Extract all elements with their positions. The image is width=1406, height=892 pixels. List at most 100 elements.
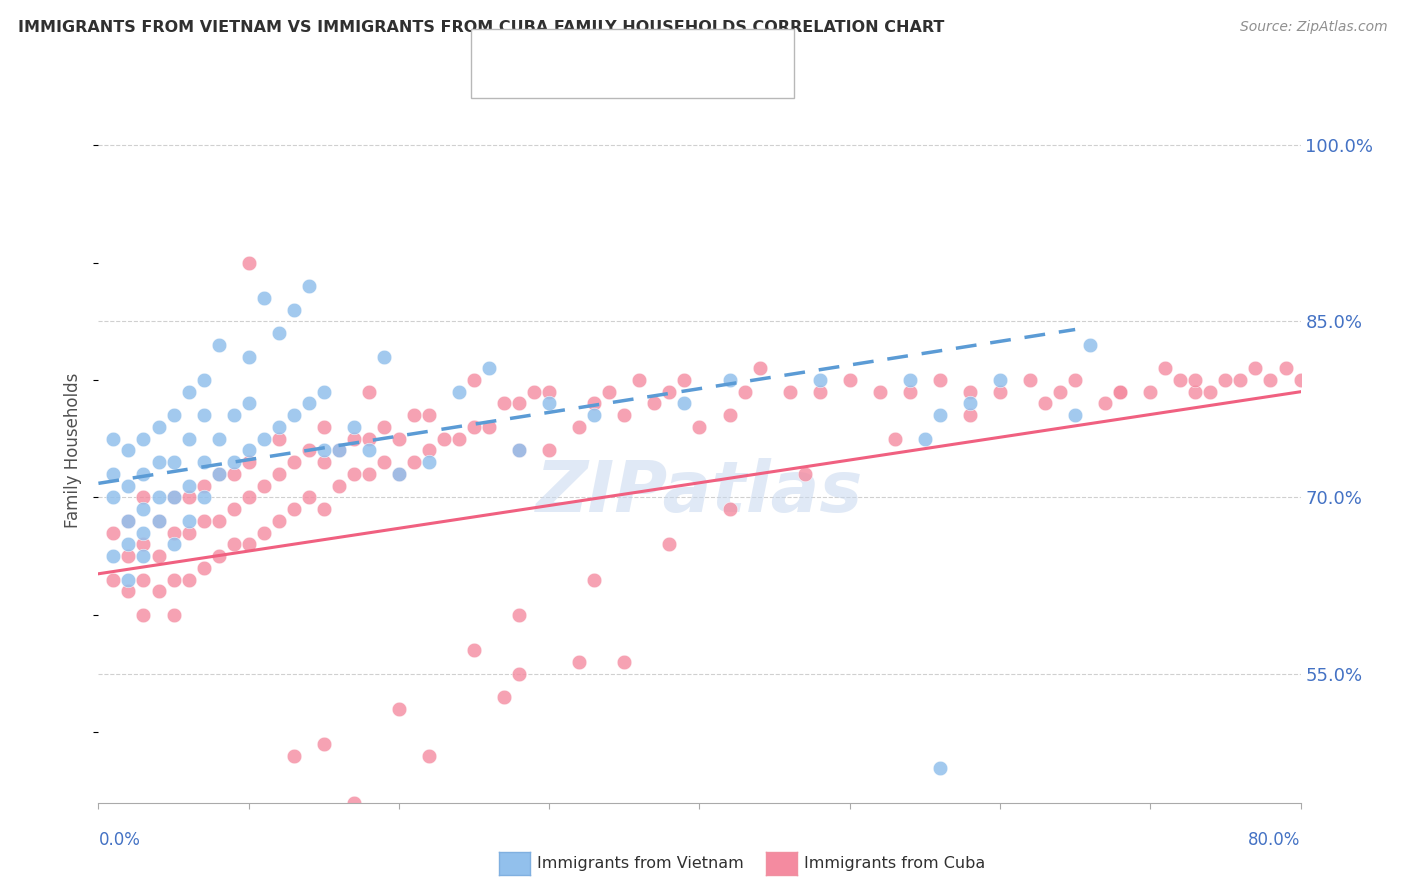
Point <box>538 384 561 399</box>
Point <box>568 420 591 434</box>
Point <box>148 549 170 564</box>
Point <box>208 467 231 481</box>
Point <box>177 573 200 587</box>
Point <box>283 502 305 516</box>
Point <box>418 455 440 469</box>
Point <box>418 443 440 458</box>
Point <box>898 384 921 399</box>
Point <box>267 432 290 446</box>
Point <box>1019 373 1042 387</box>
Text: 0.0%: 0.0% <box>98 831 141 849</box>
Point <box>388 432 411 446</box>
Point <box>177 525 200 540</box>
Point <box>103 491 125 505</box>
Point <box>1094 396 1116 410</box>
Point <box>494 396 516 410</box>
Point <box>1139 384 1161 399</box>
Point <box>418 409 440 423</box>
Point <box>117 514 139 528</box>
Text: Immigrants from Cuba: Immigrants from Cuba <box>804 856 986 871</box>
Point <box>373 455 395 469</box>
Point <box>162 455 184 469</box>
Point <box>1064 409 1087 423</box>
Point <box>463 420 485 434</box>
Text: 125: 125 <box>676 69 717 88</box>
Text: Immigrants from Vietnam: Immigrants from Vietnam <box>537 856 744 871</box>
Point <box>208 514 231 528</box>
Point <box>177 514 200 528</box>
Point <box>312 420 335 434</box>
Point <box>132 467 155 481</box>
Point <box>343 796 366 810</box>
Point <box>162 573 184 587</box>
Point <box>1184 373 1206 387</box>
Point <box>238 350 260 364</box>
Point <box>298 279 321 293</box>
Point <box>583 409 606 423</box>
Point <box>132 549 155 564</box>
Point <box>914 432 936 446</box>
Point <box>898 373 921 387</box>
Point <box>988 384 1011 399</box>
Point <box>148 491 170 505</box>
Point <box>658 537 681 551</box>
Point <box>1109 384 1132 399</box>
Point <box>373 420 395 434</box>
Point <box>193 455 215 469</box>
Point <box>357 467 380 481</box>
Point <box>222 467 245 481</box>
Point <box>433 432 456 446</box>
Point <box>103 549 125 564</box>
Point <box>447 432 470 446</box>
Point <box>162 525 184 540</box>
Point <box>598 384 620 399</box>
Point <box>222 409 245 423</box>
Point <box>343 467 366 481</box>
Point <box>808 373 831 387</box>
Point <box>283 302 305 317</box>
Point <box>673 396 696 410</box>
Point <box>103 525 125 540</box>
Point <box>1154 361 1177 376</box>
Point <box>267 514 290 528</box>
Point <box>357 384 380 399</box>
Point <box>177 479 200 493</box>
Point <box>177 384 200 399</box>
Point <box>117 549 139 564</box>
Point <box>148 514 170 528</box>
Point <box>718 373 741 387</box>
Point <box>988 373 1011 387</box>
Point <box>238 455 260 469</box>
Text: ZIPatlas: ZIPatlas <box>536 458 863 527</box>
Point <box>343 420 366 434</box>
Text: N =: N = <box>647 70 686 87</box>
Point <box>177 432 200 446</box>
Point <box>238 255 260 269</box>
Point <box>959 396 981 410</box>
Text: R = 0.319: R = 0.319 <box>526 70 624 87</box>
Point <box>117 479 139 493</box>
Point <box>883 432 905 446</box>
Point <box>162 491 184 505</box>
Point <box>193 491 215 505</box>
Point <box>162 537 184 551</box>
Point <box>748 361 770 376</box>
Point <box>117 584 139 599</box>
Point <box>388 467 411 481</box>
Point <box>643 396 665 410</box>
Point <box>508 443 530 458</box>
Text: N =: N = <box>647 47 686 65</box>
Point <box>343 432 366 446</box>
Point <box>132 502 155 516</box>
Point <box>1229 373 1251 387</box>
Point <box>959 409 981 423</box>
Point <box>613 409 636 423</box>
Point <box>328 479 350 493</box>
Point <box>208 338 231 352</box>
Point <box>402 409 425 423</box>
Point <box>613 655 636 669</box>
Point <box>193 561 215 575</box>
Point <box>357 432 380 446</box>
Point <box>162 409 184 423</box>
Point <box>658 384 681 399</box>
